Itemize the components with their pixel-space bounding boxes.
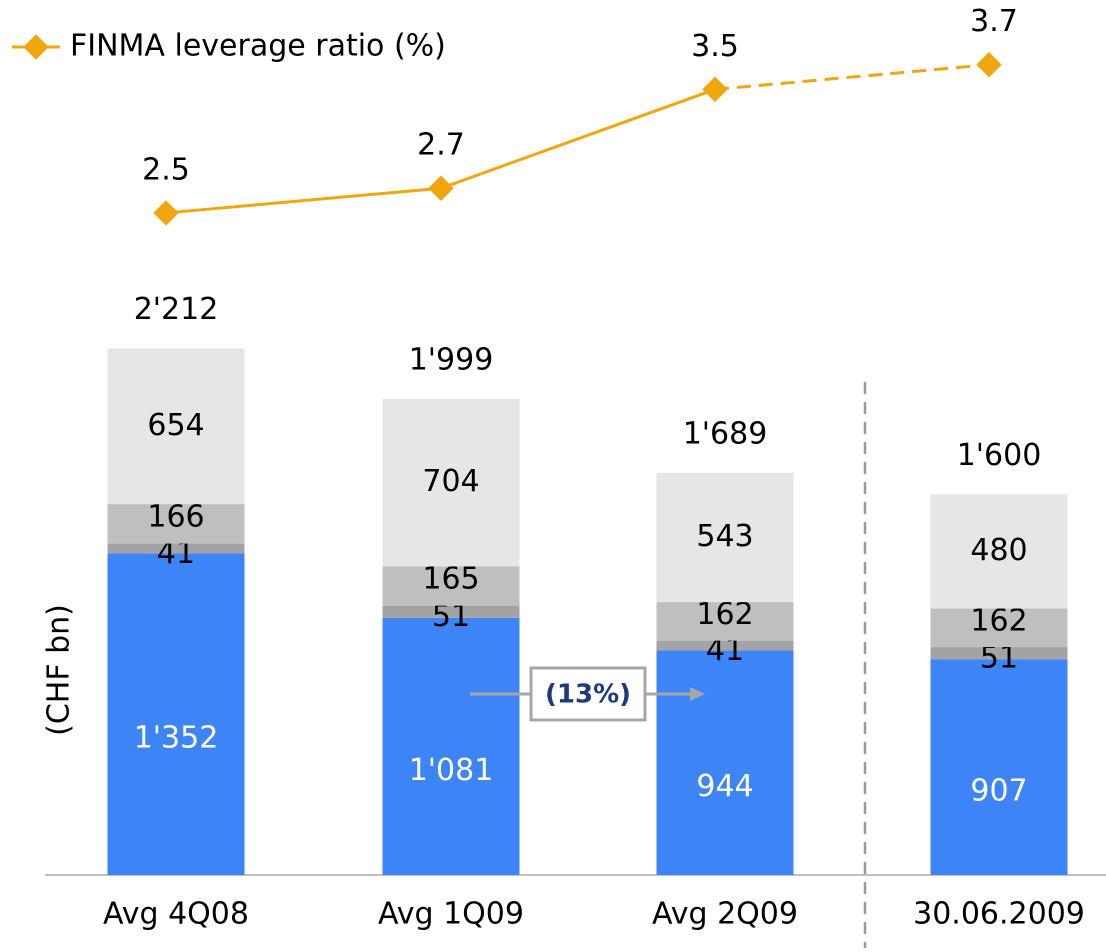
bar-segment [107, 543, 245, 554]
bar-segment [656, 472, 794, 603]
bar-segment [107, 348, 245, 505]
y-axis-label: (CHF bn) [42, 604, 77, 736]
bar-segment [656, 602, 794, 641]
bar-segment [382, 398, 520, 567]
line-value-label: 3.7 [970, 4, 1018, 39]
bar-segment [107, 504, 245, 544]
segment-label: 907 [970, 774, 1027, 809]
line-marker [428, 175, 454, 201]
annotation-box [529, 666, 647, 722]
annotation-arrowhead [690, 687, 705, 701]
x-tick-label: 30.06.2009 [913, 897, 1085, 932]
line-value-label: 3.5 [691, 29, 739, 64]
segment-label: 165 [422, 562, 479, 597]
segment-label: 166 [147, 499, 204, 534]
line-marker [702, 76, 728, 103]
segment-label: 704 [422, 464, 479, 499]
segment-label: 1'081 [409, 753, 494, 788]
x-tick-label: Avg 4Q08 [103, 897, 249, 932]
total-label: 2'212 [134, 292, 219, 327]
total-label: 1'689 [683, 416, 768, 451]
line-dashed [714, 63, 990, 91]
segment-label: 162 [970, 603, 1027, 638]
bar-segment [656, 650, 794, 875]
line-marker [976, 51, 1002, 78]
bar-segment [930, 647, 1068, 660]
segment-label: 543 [696, 519, 753, 554]
bar-segment [382, 566, 520, 606]
bar-segment [930, 608, 1068, 648]
x-tick-label: Avg 1Q09 [378, 897, 524, 932]
line-value-label: 2.7 [417, 128, 465, 163]
bar-segment [930, 494, 1068, 609]
segment-label: 480 [970, 533, 1027, 568]
segment-label: 944 [696, 769, 753, 804]
legend-label: FINMA leverage ratio (%) [70, 29, 446, 64]
bar-segment [107, 553, 245, 875]
segment-label: 1'352 [134, 721, 219, 756]
legend-marker [23, 34, 49, 60]
bar-segment [382, 605, 520, 618]
bar-segment [382, 617, 520, 875]
segment-label: 162 [696, 597, 753, 632]
total-label: 1'999 [409, 342, 494, 377]
bar-segment [656, 640, 794, 651]
line-value-label: 2.5 [142, 152, 190, 187]
line-marker [153, 200, 179, 226]
x-tick-label: Avg 2Q09 [652, 897, 798, 932]
bar-segment [930, 659, 1068, 875]
annotation-text: (13%) [545, 680, 631, 710]
total-label: 1'600 [957, 438, 1042, 473]
segment-label: 654 [147, 408, 204, 443]
